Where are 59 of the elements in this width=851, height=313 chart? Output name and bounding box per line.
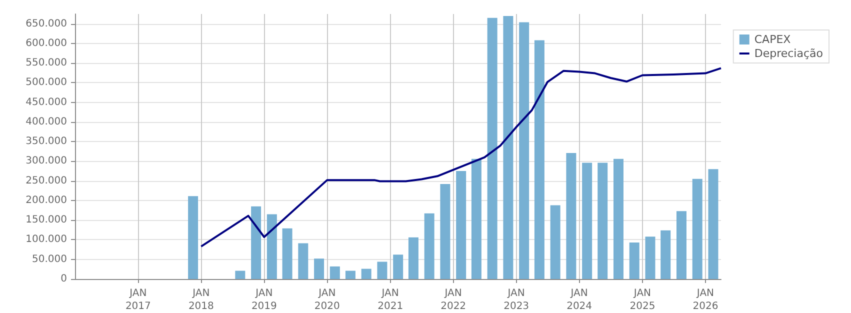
bar [550, 205, 560, 279]
bar [424, 213, 434, 279]
y-tick-label: 150.000 [26, 214, 67, 226]
x-tick-label: JAN 2024 [566, 288, 592, 312]
x-tick-label: JAN 2026 [692, 288, 718, 312]
y-tick-label: 0 [60, 274, 67, 284]
y-tick-label: 650.000 [26, 18, 67, 30]
bar [534, 40, 544, 279]
y-tick-label: 500.000 [26, 77, 67, 88]
x-tick-label: JAN 2017 [125, 288, 151, 312]
bar [282, 228, 292, 279]
bar [566, 152, 576, 279]
bar [408, 237, 418, 279]
y-tick-label: 200.000 [26, 194, 67, 206]
bar [188, 196, 198, 279]
bar [598, 162, 608, 279]
x-tick-label: JAN 2019 [251, 288, 277, 312]
x-tick-label: JAN 2020 [314, 288, 340, 312]
bar [235, 270, 246, 279]
bar [440, 184, 450, 279]
bar [629, 242, 640, 279]
bar [330, 266, 340, 279]
y-tick-label: 350.000 [26, 136, 67, 148]
bar [471, 158, 482, 279]
x-tick-label: JAN 2023 [504, 288, 530, 312]
legend-label: CAPEX [754, 33, 792, 46]
bar [582, 162, 592, 279]
x-tick-label: JAN 2025 [630, 288, 656, 312]
y-tick-label: 600.000 [26, 38, 67, 49]
x-tick-label: JAN 2018 [188, 288, 214, 312]
y-tick-label: 300.000 [26, 156, 67, 167]
bar [708, 169, 718, 279]
bar [487, 18, 498, 279]
x-tick-label: JAN 2021 [378, 288, 404, 312]
bar [503, 16, 514, 279]
bar [345, 270, 356, 279]
bar [456, 171, 466, 279]
bar [660, 230, 671, 279]
bar [298, 243, 308, 279]
bar [251, 206, 262, 279]
y-tick-label: 50.000 [32, 254, 67, 265]
legend-label: Depreciação [754, 47, 824, 60]
bar [613, 158, 624, 279]
bar [692, 178, 702, 279]
bar [519, 22, 530, 279]
y-tick-label: 100.000 [26, 234, 67, 246]
line-series [200, 67, 722, 248]
bar [393, 254, 404, 279]
x-tick-label: JAN 2022 [440, 288, 466, 312]
y-tick-label: 450.000 [26, 96, 67, 108]
y-tick-label: 400.000 [26, 116, 67, 128]
bar [676, 211, 686, 279]
bar [645, 236, 656, 279]
bar [377, 262, 388, 279]
bar [361, 268, 372, 279]
bar [266, 214, 277, 279]
y-tick-label: 550.000 [26, 58, 67, 69]
y-tick-label: 250.000 [26, 175, 67, 186]
bar [314, 258, 324, 279]
